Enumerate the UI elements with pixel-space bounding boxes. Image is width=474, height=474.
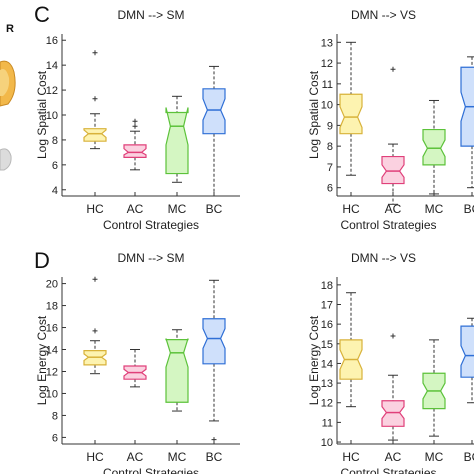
category-label: HC [86,450,104,464]
outlier-point [132,123,138,129]
chart-title: DMN --> VS [351,251,416,265]
panel-c-left: DMN --> SM 4 6 8 10 12 14 16 Log Spatial Cost HC A… [35,8,240,232]
box-hc [339,93,363,135]
category-label: MC [168,450,187,464]
y-tick-label: 18 [46,301,58,313]
brain-image-fragment [0,60,16,171]
outlier-point [211,437,217,443]
outlier-point [92,50,98,56]
category-label: BC [206,202,223,216]
outlier-point [92,328,98,334]
box-mc [165,107,189,175]
y-tick-label: 16 [321,319,333,331]
box-hc [83,128,107,142]
panel-d-left: DMN --> SM 6 8 10 12 14 16 18 20 Log Energy Cost H… [35,251,240,474]
category-label: AC [127,202,144,216]
side-panel-letter: R [6,23,14,35]
box-bc [460,325,474,378]
y-tick-label: 10 [321,100,333,112]
x-axis-label: Control Strategies [340,218,436,232]
y-tick-label: 10 [321,437,333,449]
x-axis-label: Control Strategies [340,466,436,474]
box-bc [202,318,226,365]
y-tick-label: 14 [321,358,333,370]
y-tick-label: 12 [321,58,333,70]
y-tick-label: 16 [46,323,58,335]
y-tick-label: 15 [321,339,333,351]
y-tick-label: 10 [46,388,58,400]
chart-title: DMN --> VS [351,8,416,22]
y-tick-label: 10 [46,110,58,122]
outlier-point [92,276,98,282]
y-tick-label: 8 [52,410,58,422]
outlier-point [132,118,138,124]
box-mc [165,338,189,403]
y-tick-label: 8 [327,141,333,153]
chart-title: DMN --> SM [118,251,185,265]
category-label: MC [168,202,187,216]
category-label: BC [206,450,223,464]
category-label: BC [464,450,474,464]
y-tick-label: 11 [322,79,333,91]
box-ac [381,400,405,427]
x-axis-label: Control Strategies [103,218,199,232]
y-tick-label: 14 [46,345,58,357]
category-label: HC [86,202,104,216]
y-tick-label: 14 [46,60,58,72]
y-tick-label: 8 [52,135,58,147]
y-tick-label: 12 [46,366,58,378]
box-mc [422,128,446,166]
category-label: AC [385,450,402,464]
y-tick-label: 7 [327,162,333,174]
panel-d-right: DMN --> VS 10 11 12 13 14 15 16 17 18 Log Energy C… [307,251,474,474]
category-label: MC [425,202,444,216]
y-tick-label: 12 [321,398,333,410]
y-tick-label: 4 [52,185,58,197]
panel-letter-c: C [34,2,50,27]
box-bc [202,88,226,135]
panel-letter-d: D [34,248,50,273]
y-tick-label: 16 [46,35,58,47]
y-tick-label: 13 [321,378,333,390]
category-label: HC [342,202,360,216]
category-label: AC [127,450,144,464]
y-tick-label: 20 [46,279,58,291]
y-axis-label: Log Spatial Cost [307,70,321,159]
category-label: HC [342,450,360,464]
category-label: AC [385,202,402,216]
y-tick-label: 18 [321,280,333,292]
y-tick-label: 9 [327,120,333,132]
y-axis-label: Log Energy Cost [307,315,321,405]
chart-title: DMN --> SM [118,8,185,22]
panel-c-right: DMN --> VS 6 7 8 9 10 11 12 13 Log Spatial Cost HC… [307,8,474,232]
outlier-point [390,66,396,72]
y-tick-label: 6 [327,183,333,195]
category-label: MC [425,450,444,464]
y-tick-label: 6 [52,160,58,172]
box-ac [381,155,405,185]
y-tick-label: 12 [46,85,58,97]
y-tick-label: 6 [52,432,58,444]
category-label: BC [464,202,474,216]
x-axis-label: Control Strategies [103,466,199,474]
y-axis-label: Log Energy Cost [35,315,49,405]
y-axis-label: Log Spatial Cost [35,70,49,159]
y-tick-label: 11 [322,417,333,429]
y-tick-label: 13 [321,37,333,49]
outlier-point [390,333,396,339]
y-tick-label: 17 [321,300,333,312]
outlier-point [92,96,98,102]
box-ac [123,144,147,158]
